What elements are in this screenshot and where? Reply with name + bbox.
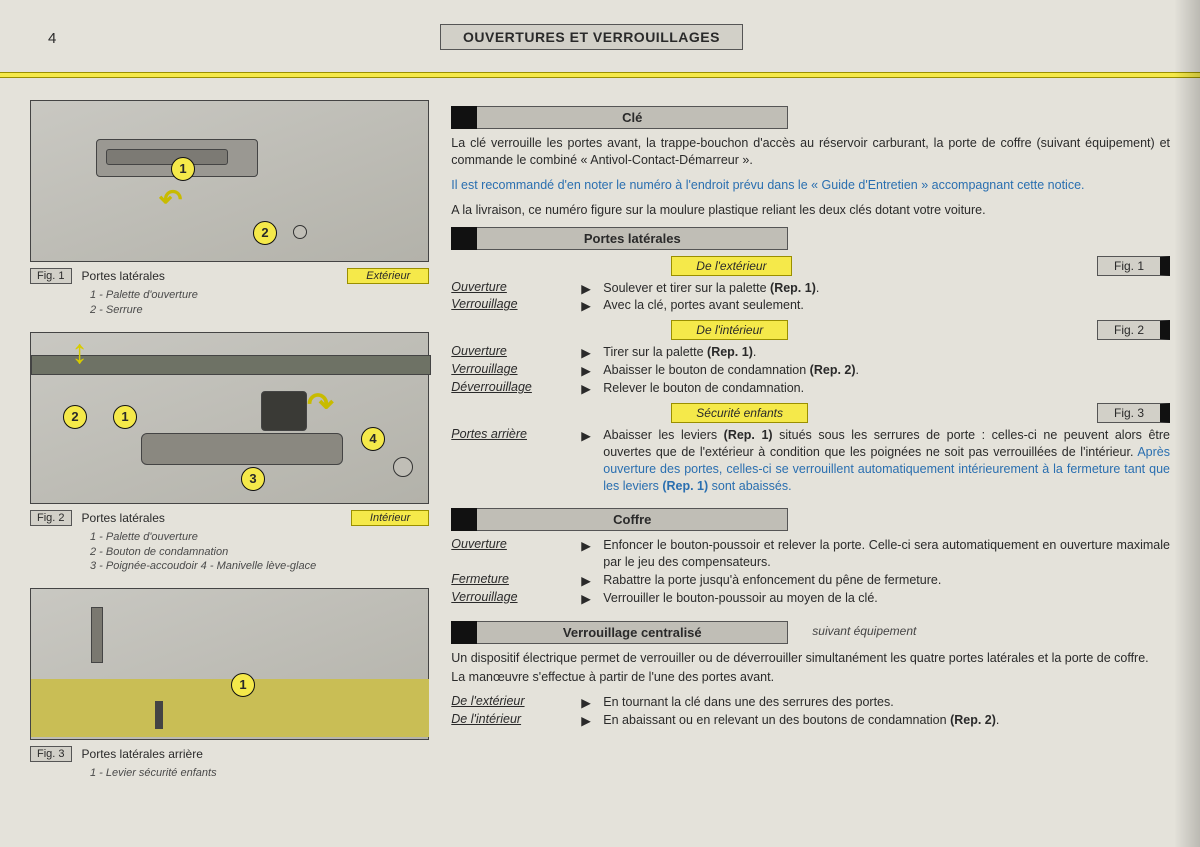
figure-3-caption: Fig. 3 Portes latérales arrière xyxy=(30,746,429,762)
central-p2: La manœuvre s'effectue à partir de l'une… xyxy=(451,669,1170,686)
divider-rule xyxy=(0,72,1200,78)
marker-1-icon: 1 xyxy=(113,405,137,429)
section-title: Portes latérales xyxy=(477,227,788,250)
tag-int: De l'intérieur xyxy=(671,320,788,340)
section-portes-header: Portes latérales xyxy=(451,227,1170,250)
figure-1-caption: Fig. 1 Portes latérales Extérieur xyxy=(30,268,429,284)
subsection-ext: De l'extérieur Fig. 1 xyxy=(451,256,1170,276)
figref: Fig. 3 xyxy=(1097,403,1170,423)
page-title: OUVERTURES ET VERROUILLAGES xyxy=(440,24,743,50)
section-subtitle: suivant équipement xyxy=(788,621,916,644)
marker-1-icon: 1 xyxy=(171,157,195,181)
def-line: Verrouillage▶ Avec la clé, portes avant … xyxy=(451,297,1170,314)
keyhole-icon xyxy=(293,225,307,239)
figure-3-legend: 1 - Levier sécurité enfants xyxy=(90,766,429,781)
tag-sec: Sécurité enfants xyxy=(671,403,808,423)
cle-p1: La clé verrouille les portes avant, la t… xyxy=(451,135,1170,169)
cle-p3: A la livraison, ce numéro figure sur la … xyxy=(451,202,1170,219)
marker-4-icon: 4 xyxy=(361,427,385,451)
def-line: De l'extérieur▶ En tournant la clé dans … xyxy=(451,694,1170,711)
figure-1-legend: 1 - Palette d'ouverture 2 - Serrure xyxy=(90,288,429,318)
section-title: Clé xyxy=(477,106,788,129)
badge-exterieur: Extérieur xyxy=(347,268,429,284)
figure-2-caption: Fig. 2 Portes latérales Intérieur xyxy=(30,510,429,526)
def-line: Verrouillage▶ Abaisser le bouton de cond… xyxy=(451,362,1170,379)
def-line: De l'intérieur▶ En abaissant ou en relev… xyxy=(451,712,1170,729)
arrow-icon: ↷ xyxy=(307,385,334,423)
arrow-icon: ↶ xyxy=(159,183,182,216)
caption-title: Portes latérales xyxy=(82,511,165,525)
text-column: Clé La clé verrouille les portes avant, … xyxy=(451,100,1170,795)
def-line: Verrouillage▶ Verrouiller le bouton-pous… xyxy=(451,590,1170,607)
caption-title: Portes latérales xyxy=(82,269,165,283)
def-line: Portes arrière▶ Abaisser les leviers (Re… xyxy=(451,427,1170,495)
figref: Fig. 1 xyxy=(1097,256,1170,276)
def-line: Ouverture▶ Soulever et tirer sur la pale… xyxy=(451,280,1170,297)
manual-page: 4 OUVERTURES ET VERROUILLAGES 1 ↶ 2 Fig.… xyxy=(0,0,1200,847)
def-line: Fermeture▶ Rabattre la porte jusqu'à enf… xyxy=(451,572,1170,589)
figref: Fig. 2 xyxy=(1097,320,1170,340)
page-curl-shadow xyxy=(1174,0,1200,847)
badge-interieur: Intérieur xyxy=(351,510,429,526)
crank-icon xyxy=(393,457,413,477)
marker-2-icon: 2 xyxy=(63,405,87,429)
fig-label: Fig. 3 xyxy=(30,746,72,762)
fig-label: Fig. 1 xyxy=(30,268,72,284)
central-p1: Un dispositif électrique permet de verro… xyxy=(451,650,1170,667)
fig-label: Fig. 2 xyxy=(30,510,72,526)
section-title: Verrouillage centralisé xyxy=(477,621,788,644)
marker-2-icon: 2 xyxy=(253,221,277,245)
figure-3: 1 xyxy=(30,588,429,740)
def-line: Ouverture▶ Tirer sur la palette (Rep. 1)… xyxy=(451,344,1170,361)
arrow-icon: ↕ xyxy=(71,333,88,372)
caption-title: Portes latérales arrière xyxy=(82,747,203,761)
figures-column: 1 ↶ 2 Fig. 1 Portes latérales Extérieur … xyxy=(30,100,429,795)
subsection-sec: Sécurité enfants Fig. 3 xyxy=(451,403,1170,423)
section-title: Coffre xyxy=(477,508,788,531)
page-number: 4 xyxy=(48,30,56,47)
section-cle-header: Clé xyxy=(451,106,1170,129)
figure-2: ↕ 2 1 ↷ 3 4 xyxy=(30,332,429,504)
section-coffre-header: Coffre xyxy=(451,508,1170,531)
figure-1: 1 ↶ 2 xyxy=(30,100,429,262)
figure-2-legend: 1 - Palette d'ouverture 2 - Bouton de co… xyxy=(90,530,429,575)
def-line: Ouverture▶ Enfoncer le bouton-poussoir e… xyxy=(451,537,1170,571)
subsection-int: De l'intérieur Fig. 2 xyxy=(451,320,1170,340)
cle-p2: Il est recommandé d'en noter le numéro à… xyxy=(451,177,1170,194)
marker-3-icon: 3 xyxy=(241,467,265,491)
def-line: Déverrouillage▶ Relever le bouton de con… xyxy=(451,380,1170,397)
tag-ext: De l'extérieur xyxy=(671,256,791,276)
section-central-header: Verrouillage centralisé suivant équipeme… xyxy=(451,621,1170,644)
